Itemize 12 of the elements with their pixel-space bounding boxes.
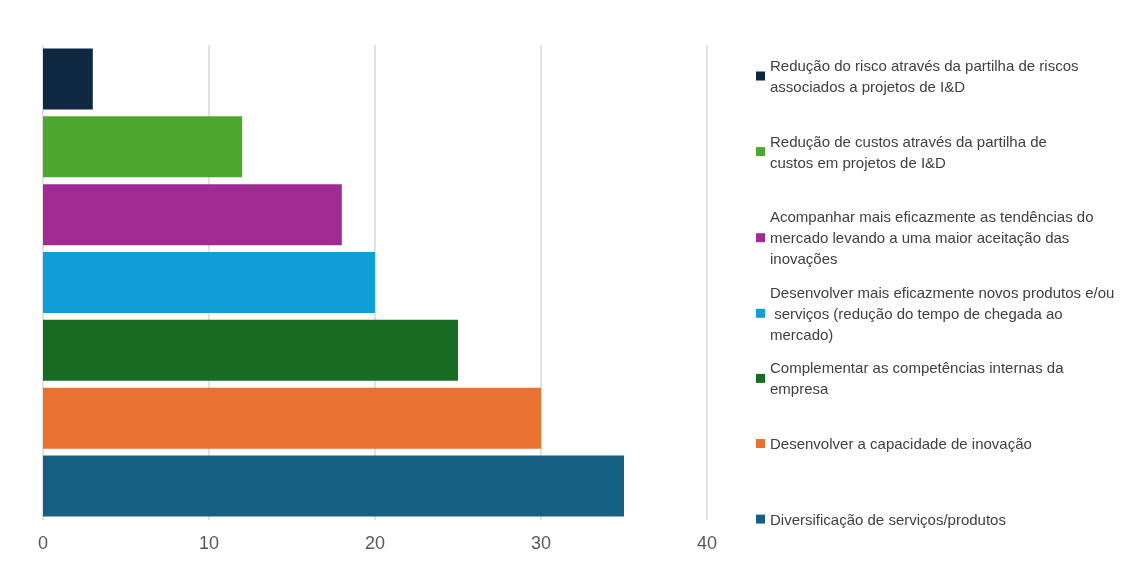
- legend-label: Complementar as competências internas da empresa: [770, 359, 1068, 398]
- x-tick-label: 0: [37, 533, 49, 553]
- legend-label: Diversificação de serviços/produtos: [770, 510, 1006, 528]
- legend-label: Desenvolver a capacidade de inovação: [770, 435, 1032, 452]
- legend-label: Redução de custos através da partilha de custos em projetos de I&D: [770, 132, 1052, 171]
- x-tick-label: 40: [696, 533, 718, 553]
- legend-label: Acompanhar mais eficazmente as tendências do mercado levando a uma maior aceitação das inovações: [770, 208, 1098, 268]
- legend-label: Redução do risco através da partilha de riscos associados a projetos de I&D: [770, 57, 1083, 95]
- x-tick-label: 30: [530, 533, 552, 553]
- x-tick-label: 20: [364, 533, 386, 553]
- legend-label: Desenvolver mais eficazmente novos produtos e/ou serviços (redução do tempo de chegada ao mercado): [770, 283, 1115, 343]
- x-tick-label: 10: [198, 533, 220, 553]
